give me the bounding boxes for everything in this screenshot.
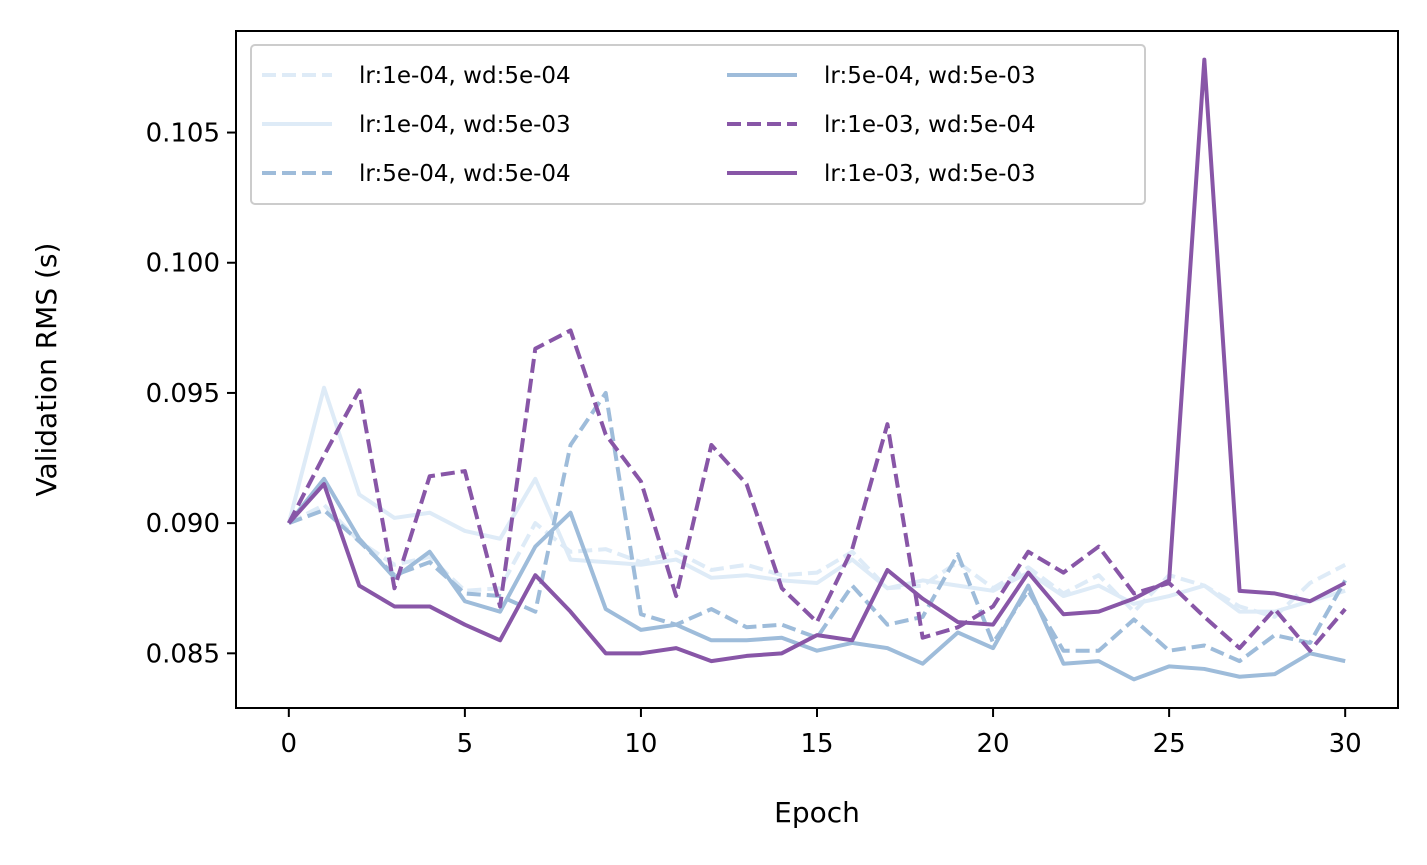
legend-label: lr:1e-03, wd:5e-04 (824, 112, 1036, 138)
legend-label: lr:1e-03, wd:5e-03 (824, 161, 1036, 187)
x-axis-label: Epoch (774, 796, 860, 829)
series-line-lr-5e-04-wd-5e-04 (288, 390, 1347, 664)
y-tick-label: 0.095 (146, 379, 220, 409)
legend-item-lr-1e-03-wd-5e-03: lr:1e-03, wd:5e-03 (727, 161, 1036, 187)
x-tick-label: 0 (281, 729, 298, 759)
series-line-lr-1e-03-wd-5e-03 (287, 57, 1347, 664)
legend-frame (250, 44, 1146, 205)
x-tick-label: 25 (1153, 729, 1186, 759)
x-tick-label: 30 (1329, 729, 1362, 759)
y-tick-label: 0.085 (146, 639, 220, 669)
y-axis-label: Validation RMS (s) (30, 243, 63, 497)
legend-label: lr:1e-04, wd:5e-03 (359, 112, 571, 138)
y-axis: 0.085 0.090 0.095 0.100 0.105 (146, 119, 236, 669)
plot-lines (286, 57, 1347, 682)
y-tick-label: 0.105 (146, 119, 220, 149)
legend-label: lr:5e-04, wd:5e-04 (359, 161, 571, 187)
legend-item-lr-5e-04-wd-5e-03: lr:5e-04, wd:5e-03 (727, 63, 1036, 89)
x-tick-label: 15 (800, 729, 833, 759)
series-line-lr-5e-04-wd-5e-03 (287, 476, 1346, 682)
legend-item-lr-1e-03-wd-5e-04: lr:1e-03, wd:5e-04 (727, 112, 1036, 138)
y-tick-label: 0.090 (146, 509, 220, 539)
series-line-lr-1e-04-wd-5e-03 (286, 385, 1346, 614)
x-tick-label: 5 (457, 729, 474, 759)
y-tick-label: 0.100 (146, 249, 220, 279)
x-tick-label: 10 (624, 729, 657, 759)
legend-label: lr:1e-04, wd:5e-04 (359, 63, 571, 89)
legend-item-lr-5e-04-wd-5e-04: lr:5e-04, wd:5e-04 (262, 161, 571, 187)
legend-item-lr-1e-04-wd-5e-03: lr:1e-04, wd:5e-03 (262, 112, 571, 138)
x-tick-label: 20 (977, 729, 1010, 759)
series-line-lr-1e-03-wd-5e-04 (287, 328, 1347, 653)
legend-item-lr-1e-04-wd-5e-04: lr:1e-04, wd:5e-04 (262, 63, 571, 89)
legend-label: lr:5e-04, wd:5e-03 (824, 63, 1036, 89)
x-axis: 0 5 10 15 20 25 30 (281, 708, 1362, 759)
legend: lr:1e-04, wd:5e-04 lr:1e-04, wd:5e-03 lr:5… (250, 44, 1146, 205)
